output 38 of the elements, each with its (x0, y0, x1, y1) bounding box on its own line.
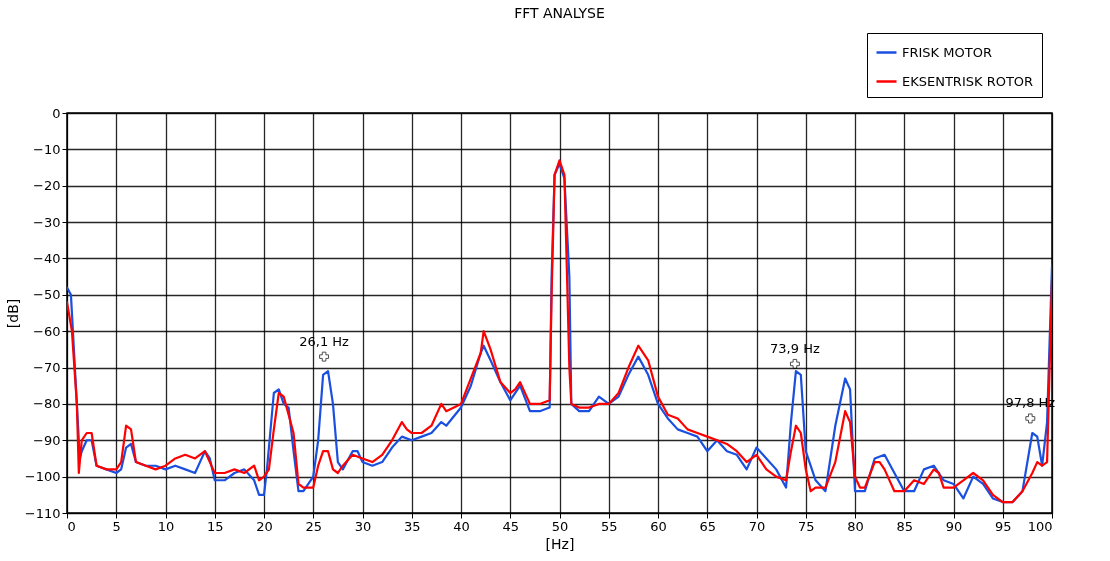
y-tick-label: −60 (33, 323, 61, 339)
y-tick-label: −10 (33, 141, 61, 157)
x-tick-label: 20 (256, 518, 273, 534)
y-tick-label: −30 (33, 214, 61, 230)
x-tick-label: 45 (502, 518, 520, 534)
x-tick-label: 95 (994, 518, 1012, 534)
y-tick-label: −20 (33, 178, 61, 194)
y-tick-label: −90 (33, 432, 61, 448)
x-tick-label: 70 (748, 518, 766, 534)
x-tick-label: 85 (896, 518, 914, 534)
y-tick-label: −70 (33, 360, 61, 376)
x-tick-label: 55 (600, 518, 618, 534)
x-tick-label: 0 (67, 518, 76, 534)
x-tick-label: 10 (157, 518, 175, 534)
x-tick-label: 25 (305, 518, 323, 534)
x-tick-label: 40 (453, 518, 470, 534)
chart-title: FFT ANALYSE (514, 4, 605, 21)
x-axis-title: [Hz] (545, 535, 575, 552)
y-tick-label: 0 (52, 105, 61, 121)
legend-label: FRISK MOTOR (902, 44, 992, 60)
legend-label: EKSENTRISK ROTOR (902, 73, 1034, 89)
y-tick-label: −40 (33, 250, 61, 266)
x-tick-label: 65 (699, 518, 717, 534)
x-tick-label: 15 (206, 518, 224, 534)
x-tick-label: 75 (797, 518, 815, 534)
y-tick-label: −100 (24, 469, 61, 485)
x-tick-label: 35 (403, 518, 421, 534)
y-tick-label: −110 (24, 505, 61, 521)
x-tick-label: 100 (1027, 518, 1053, 534)
y-tick-label: −80 (33, 396, 61, 412)
y-tick-label: −50 (33, 287, 61, 303)
x-tick-label: 30 (354, 518, 372, 534)
x-tick-label: 5 (112, 518, 121, 534)
x-tick-label: 90 (945, 518, 963, 534)
y-axis-title: [dB] (4, 298, 21, 329)
x-tick-label: 50 (551, 518, 569, 534)
x-tick-label: 60 (650, 518, 667, 534)
x-tick-label: 80 (847, 518, 864, 534)
